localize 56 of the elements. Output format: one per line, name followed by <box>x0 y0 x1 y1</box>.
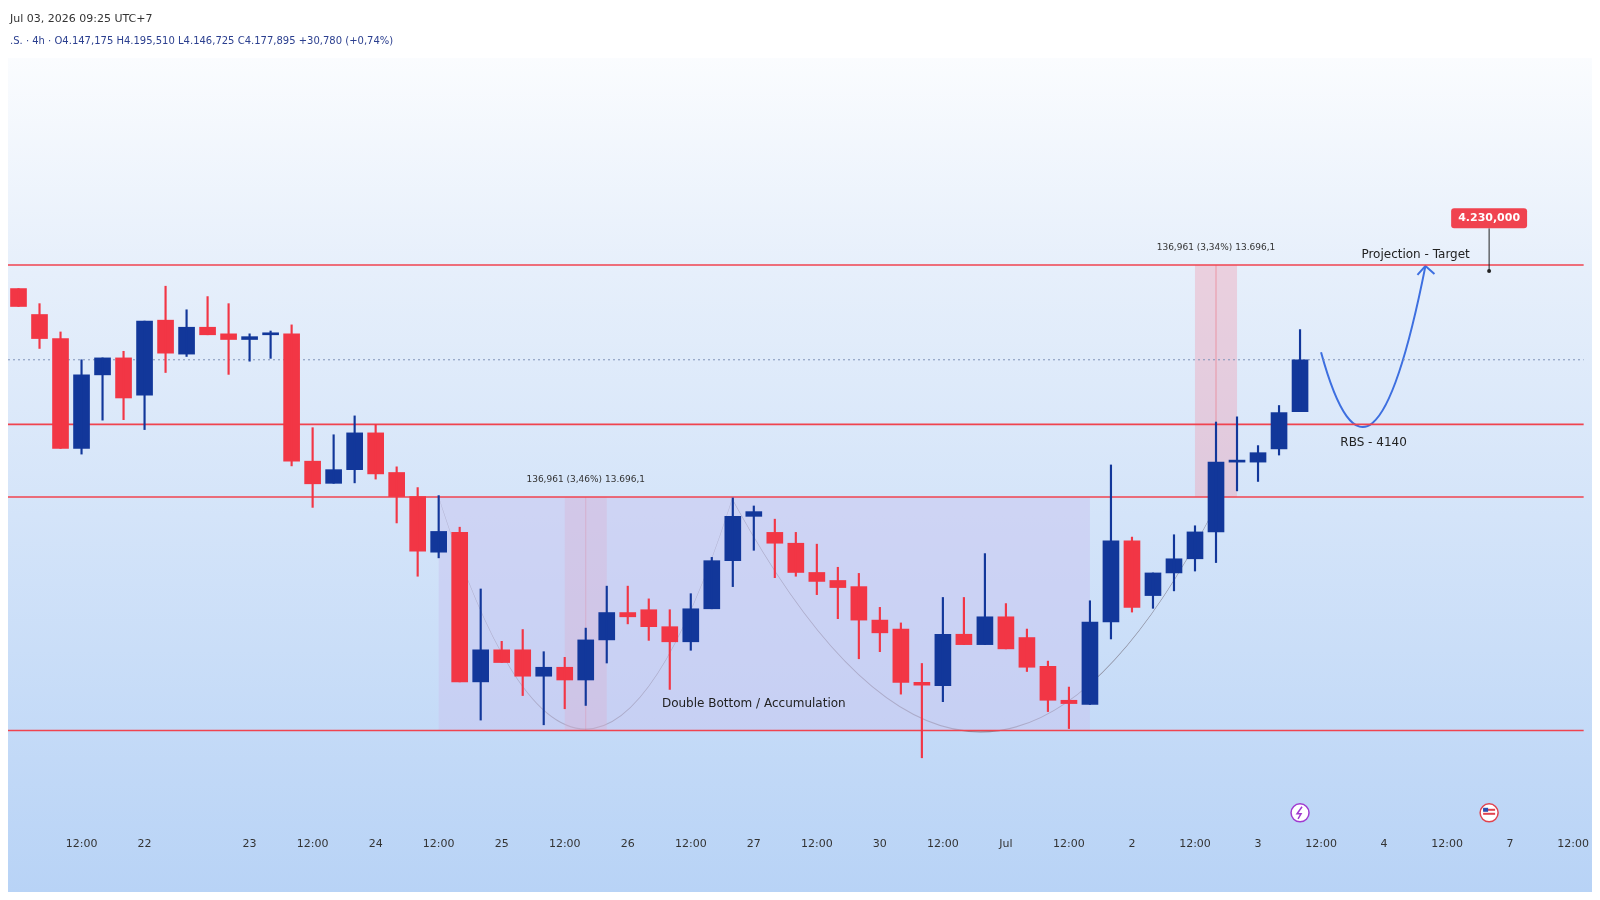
x-tick-label: 24 <box>368 837 383 851</box>
x-tick-label: Jul <box>998 837 1013 851</box>
x-tick-label: 7 <box>1506 837 1514 851</box>
x-tick-label: 12:00 <box>674 837 707 851</box>
candlestick <box>535 651 553 726</box>
x-tick-label: 26 <box>620 837 635 851</box>
candlestick <box>661 609 679 690</box>
x-tick-label: 25 <box>494 837 509 851</box>
x-tick-label: 22 <box>137 837 152 851</box>
text: 136,961 (3,34%) 13.696,1 <box>1156 241 1276 252</box>
candlestick <box>430 495 448 559</box>
x-tick-label: 12:00 <box>296 837 329 851</box>
candlestick <box>10 288 27 307</box>
chart-title: Jul 03, 2026 09:25 UTC+7 <box>8 11 154 25</box>
x-tick-label: 12:00 <box>1179 837 1211 851</box>
candlestick <box>388 466 405 524</box>
x-tick-label: 4 <box>1380 837 1388 851</box>
candlestick <box>241 333 258 362</box>
x-tick-label: 12:00 <box>1305 837 1337 851</box>
candlestick <box>682 593 700 651</box>
annotation: Double Bottom / Accumulation <box>661 695 846 710</box>
x-tick-label: 12:00 <box>1431 837 1463 851</box>
chart-subtitle: .S. · 4h · O4.147,175 H4.195,510 L4.146,725 C4.177,895 +30,780 (+0,74%) <box>9 34 395 46</box>
x-tick-label: 12:00 <box>65 837 98 851</box>
candlestick <box>493 640 511 663</box>
annotation: 136,961 (3,46%) 13.696,1 <box>526 473 646 484</box>
x-tick-label: 12:00 <box>1557 837 1589 851</box>
candlestick <box>619 585 637 625</box>
x-tick-label: 3 <box>1254 837 1262 851</box>
x-tick-label: 30 <box>872 837 887 851</box>
candlestick <box>472 588 490 721</box>
candlestick <box>766 518 784 578</box>
ref-line-label: RBS - 4140 <box>1340 434 1407 449</box>
ref-line-label: Projection - Target <box>1361 247 1471 262</box>
candlestick <box>598 585 616 664</box>
x-tick-label: 27 <box>746 837 761 851</box>
x-tick-label: 12:00 <box>422 837 455 851</box>
candlestick <box>745 505 763 551</box>
candlestick <box>787 532 805 577</box>
x-tick-label: 12:00 <box>927 837 959 851</box>
candlestick <box>640 598 658 641</box>
candlestick <box>724 497 742 587</box>
candlestick <box>325 434 342 484</box>
x-tick-label: 12:00 <box>1053 837 1085 851</box>
x-tick-label: 23 <box>242 837 257 851</box>
x-tick-label: 12:00 <box>800 837 833 851</box>
candlestick <box>703 557 721 610</box>
x-tick-label: 12:00 <box>548 837 581 851</box>
text: 4.230,000 <box>1458 211 1521 225</box>
candlestick <box>514 629 532 696</box>
candlestick <box>262 330 279 359</box>
candlestick <box>451 526 469 683</box>
candlestick <box>913 663 931 759</box>
candlestick <box>283 324 300 467</box>
candlestick <box>409 487 426 577</box>
x-tick-label: 2 <box>1128 837 1136 851</box>
